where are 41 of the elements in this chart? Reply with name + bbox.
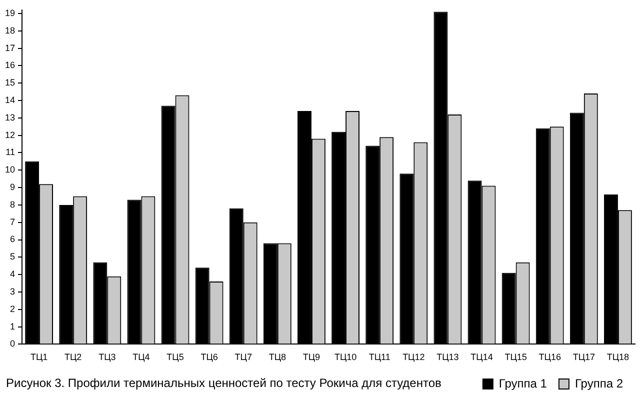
x-tick-label: ТЦ18 bbox=[606, 352, 630, 362]
text: Рисунок 3. Профили терминальных ценностей по тесту Рокича для студентов bbox=[6, 376, 442, 390]
x-tick-label: ТЦ8 bbox=[268, 352, 286, 362]
y-tick-label: 10 bbox=[4, 164, 16, 175]
x-tick-label: ТЦ2 bbox=[64, 352, 82, 362]
x-tick-label: ТЦ16 bbox=[538, 352, 561, 362]
y-tick-label: 4 bbox=[10, 269, 16, 280]
y-tick-label: 15 bbox=[4, 78, 16, 88]
y-tick-label: 1 bbox=[10, 321, 16, 332]
y-tick-label: 2 bbox=[10, 304, 16, 314]
y-tick-label: 17 bbox=[4, 42, 16, 53]
legend-label: Группа 2 bbox=[574, 376, 624, 390]
x-tick-label: ТЦ5 bbox=[166, 352, 184, 362]
x-tick-label: ТЦ7 bbox=[234, 352, 252, 362]
y-tick-label: 9 bbox=[10, 182, 16, 192]
y-tick-label: 13 bbox=[4, 112, 16, 122]
x-tick-label: ТЦ10 bbox=[334, 352, 357, 362]
x-tick-label: ТЦ15 bbox=[504, 352, 527, 362]
x-tick-label: ТЦ17 bbox=[572, 352, 596, 362]
y-tick-label: 5 bbox=[10, 252, 16, 262]
x-tick-label: ТЦ4 bbox=[132, 352, 150, 362]
y-tick-label: 0 bbox=[10, 338, 16, 349]
y-tick-label: 3 bbox=[10, 286, 16, 296]
legend-label: Группа 1 bbox=[498, 376, 548, 390]
y-tick-label: 7 bbox=[10, 216, 16, 227]
x-tick-label: ТЦ12 bbox=[402, 352, 425, 362]
x-tick-label: ТЦ6 bbox=[200, 352, 218, 362]
y-tick-label: 11 bbox=[6, 147, 16, 158]
x-tick-label: ТЦ9 bbox=[302, 352, 320, 362]
y-tick-label: 14 bbox=[4, 94, 16, 105]
y-tick-label: 12 bbox=[4, 130, 16, 140]
x-tick-label: ТЦ3 bbox=[98, 352, 116, 362]
y-tick-label: 6 bbox=[10, 234, 16, 244]
x-tick-label: ТЦ14 bbox=[470, 352, 493, 362]
y-tick-label: 16 bbox=[4, 60, 16, 70]
y-tick-label: 18 bbox=[4, 25, 16, 36]
x-tick-label: ТЦ13 bbox=[436, 352, 459, 362]
y-tick-label: 8 bbox=[10, 199, 16, 210]
y-tick-label: 19 bbox=[4, 8, 16, 18]
x-tick-label: ТЦ1 bbox=[30, 352, 48, 362]
x-tick-label: ТЦ11 bbox=[368, 352, 390, 362]
